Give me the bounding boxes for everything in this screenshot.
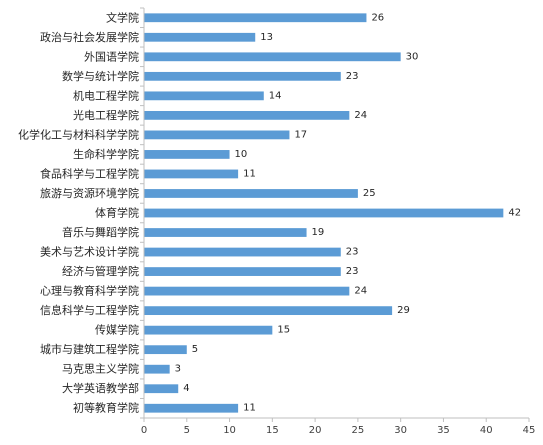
bar	[144, 13, 367, 23]
category-label: 食品科学与工程学院	[40, 166, 139, 180]
data-label: 4	[183, 383, 189, 394]
bar	[144, 32, 256, 42]
bars-group	[144, 13, 504, 413]
category-label: 经济与管理学院	[62, 264, 139, 278]
x-tick-label: 0	[141, 425, 147, 436]
data-label: 11	[243, 403, 256, 414]
axes-group	[140, 7, 530, 422]
data-label: 19	[312, 227, 325, 238]
data-label: 29	[397, 305, 410, 316]
data-label: 24	[354, 286, 367, 297]
bar	[144, 364, 170, 374]
category-label: 马克思主义学院	[62, 362, 139, 376]
category-label: 外国语学院	[84, 49, 139, 63]
data-label: 30	[406, 51, 419, 62]
data-label: 26	[371, 12, 384, 23]
category-label: 信息科学与工程学院	[40, 303, 139, 317]
data-label: 14	[269, 90, 282, 101]
bar	[144, 345, 187, 355]
bar	[144, 306, 393, 316]
x-tick-label: 45	[523, 425, 536, 436]
bar	[144, 150, 230, 159]
category-label: 体育学院	[95, 206, 139, 220]
data-label: 24	[354, 110, 367, 121]
category-label: 大学英语教学部	[62, 381, 139, 395]
value-labels-group: 26 13 30 23 14 24 17 10 11 25 42 19 23 23 24 29 15 534 11	[175, 12, 521, 413]
bar	[144, 286, 350, 296]
data-label: 23	[346, 247, 359, 258]
category-label: 城市与建筑工程学院	[40, 342, 139, 356]
category-label: 数学与统计学院	[62, 69, 139, 83]
bar	[144, 91, 264, 101]
data-label: 42	[508, 208, 521, 219]
bar	[144, 247, 341, 257]
bar	[144, 403, 239, 413]
data-label: 13	[260, 32, 273, 43]
category-label: 文学院	[106, 10, 139, 24]
category-label: 政治与社会发展学院	[40, 30, 139, 44]
x-tick-label: 20	[309, 425, 322, 436]
bar	[144, 267, 341, 276]
x-tick-label: 10	[223, 425, 236, 436]
category-label: 生命科学学院	[73, 147, 139, 161]
data-label: 15	[277, 325, 290, 336]
category-label: 传媒学院	[95, 323, 139, 337]
data-label: 5	[192, 344, 198, 355]
data-label: 3	[175, 364, 181, 375]
x-tick-label: 5	[184, 425, 190, 436]
bar	[144, 208, 504, 218]
x-tick-label: 25	[352, 425, 365, 436]
data-label: 23	[346, 71, 359, 82]
x-tick-label: 35	[437, 425, 450, 436]
x-tick-labels-group: 0 5 10 15 20 25 30 35 40 45	[141, 425, 536, 436]
bar	[144, 71, 341, 81]
data-label: 25	[363, 188, 376, 199]
category-label: 初等教育学院	[73, 401, 139, 415]
data-label: 11	[243, 168, 256, 179]
bar	[144, 169, 239, 179]
data-label: 10	[235, 149, 248, 160]
category-label: 光电工程学院	[73, 108, 139, 122]
data-label: 23	[346, 266, 359, 277]
bar	[144, 228, 307, 237]
category-label: 旅游与资源环境学院	[40, 186, 139, 200]
bar	[144, 325, 273, 335]
bar	[144, 384, 179, 394]
bar	[144, 110, 350, 120]
category-label: 机电工程学院	[73, 88, 139, 102]
bar	[144, 52, 401, 62]
x-tick-label: 30	[394, 425, 407, 436]
x-tick-label: 40	[480, 425, 493, 436]
category-labels-group: 文学院政治与社会发展学院外国语学院数学与统计学院机电工程学院光电工程学院化学化工…	[18, 10, 139, 414]
bar	[144, 130, 290, 140]
category-label: 美术与艺术设计学院	[40, 245, 139, 259]
category-label: 音乐与舞蹈学院	[62, 225, 139, 239]
data-label: 17	[294, 129, 307, 140]
category-label: 化学化工与材料科学学院	[18, 127, 139, 141]
x-tick-label: 15	[266, 425, 279, 436]
bar	[144, 189, 358, 198]
category-label: 心理与教育科学学院	[40, 284, 139, 298]
